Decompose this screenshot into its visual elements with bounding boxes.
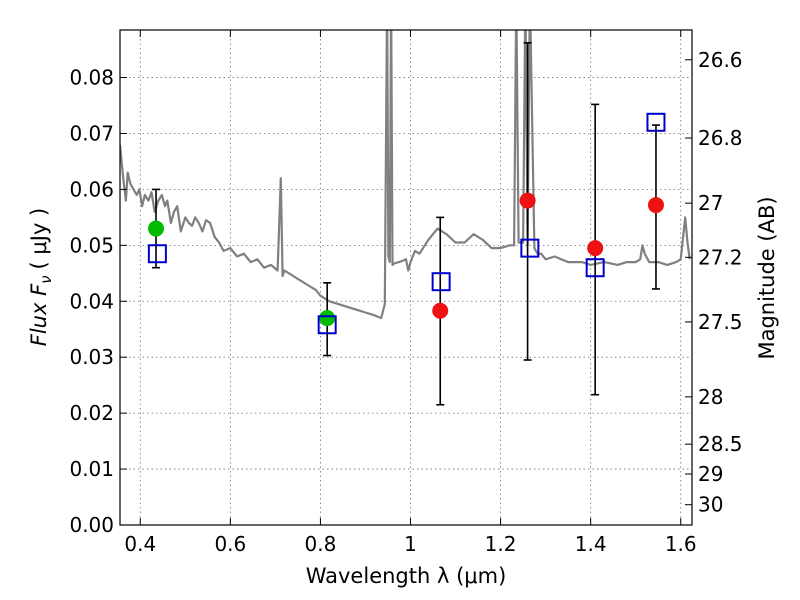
observed-flux-point (432, 302, 449, 319)
observed-flux-point (319, 310, 336, 327)
model-flux-square (520, 238, 540, 258)
observed-flux-point (647, 197, 664, 214)
x-tick-label: 1.6 (665, 532, 697, 556)
y-axis-label-unit: ( μJy ) (27, 208, 51, 270)
y-tick-label: 0.01 (69, 457, 114, 481)
y-tick-label: 0.06 (69, 177, 114, 201)
right-tick-label: 26.8 (698, 126, 743, 150)
y-tick-label: 0.08 (69, 66, 114, 90)
right-tick-label: 28 (698, 385, 723, 409)
right-tick-label: 29 (698, 462, 723, 486)
y-tick-label: 0.07 (69, 121, 114, 145)
x-axis-label: Wavelength λ (μm) (306, 564, 507, 588)
observed-flux-point (587, 240, 604, 257)
observed-flux-point (519, 192, 536, 209)
model-flux-square (317, 315, 337, 335)
y-tick-label: 0.04 (69, 289, 114, 313)
y-axis-label-sub: ν (37, 275, 55, 283)
x-tick-label: 1.4 (575, 532, 607, 556)
tick-labels: 0.4 0.6 0.8 1 1.2 1.4 1.6 0.00 0.01 0.02 0.03 0.04 0… (69, 48, 742, 556)
grid (120, 30, 692, 526)
model-flux-square (585, 258, 605, 278)
x-tick-label: 1.2 (485, 532, 517, 556)
right-tick-label: 26.6 (698, 48, 743, 72)
plot-frame (119, 29, 693, 526)
model-flux-square (147, 244, 167, 264)
y-tick-label: 0.00 (69, 513, 114, 537)
model-spectrum-line (120, 30, 691, 320)
right-tick-label: 30 (698, 493, 723, 517)
x-tick-label: 0.6 (214, 532, 246, 556)
x-tick-label: 1 (404, 532, 417, 556)
plot-area (120, 30, 691, 406)
right-tick-label: 27.5 (698, 310, 743, 334)
y-tick-label: 0.02 (69, 401, 114, 425)
y-tick-label: 0.05 (69, 233, 114, 257)
y-axis-label-main: Flux F (27, 283, 51, 346)
observed-flux-point (148, 220, 165, 237)
x-tick-label: 0.8 (305, 532, 337, 556)
y-tick-label: 0.03 (69, 345, 114, 369)
ticks (120, 30, 692, 526)
y-axis-label: Flux Fν ( μJy ) (27, 208, 55, 347)
x-tick-label: 0.4 (124, 532, 156, 556)
right-tick-label: 28.5 (698, 432, 743, 456)
right-tick-label: 27 (698, 191, 723, 215)
model-flux-square (431, 272, 451, 292)
right-axis-label: Magnitude (AB) (755, 196, 779, 359)
right-tick-label: 27.2 (698, 245, 743, 269)
model-flux-square (646, 112, 666, 132)
